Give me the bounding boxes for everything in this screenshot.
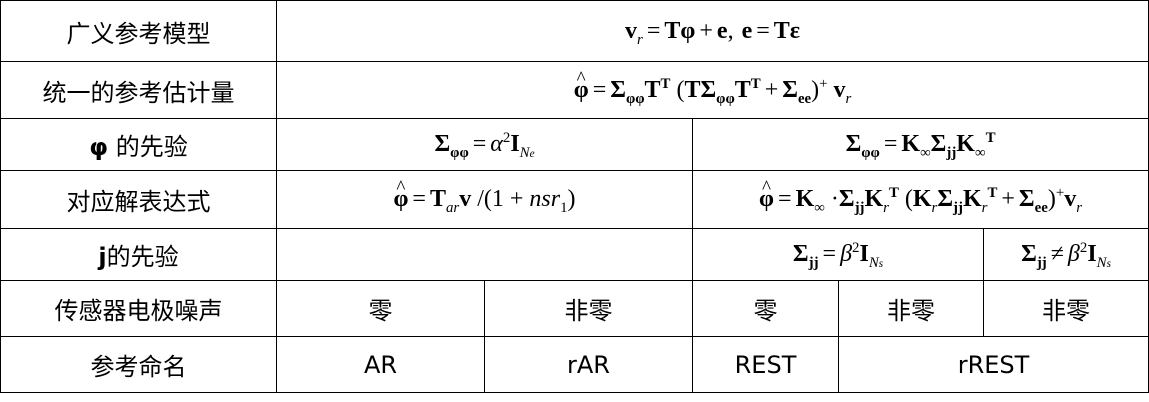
formula-j-prior-right: Σjj ≠ β2INs <box>982 228 1149 281</box>
row-j-prior: j的先验 Σjj = β2INs Σjj ≠ β2INs <box>0 228 1149 281</box>
reference-comparison-table: 广义参考模型 vr=Tφ+e,e=Tε 统一的参考估计量 φ=ΣφφTT (TΣ… <box>0 0 1149 393</box>
noise-cell-rrest-b: 非零 <box>982 280 1149 337</box>
name-cell-rest: REST <box>692 336 839 393</box>
noise-cell-rar: 非零 <box>484 280 693 337</box>
formula-expression-right: φ=K∞ ·ΣjjKrT (KrΣjjKrT+Σee)+vr <box>691 170 1149 229</box>
formula-phi-prior-right: Σφφ = K∞ΣjjK∞T <box>691 118 1149 171</box>
row-phi-prior: φ 的先验 Σφφ = α2INe Σφφ = K∞ΣjjK∞T <box>0 118 1149 171</box>
noise-cell-rrest-a: 非零 <box>838 280 984 337</box>
label-sensor-noise: 传感器电极噪声 <box>0 280 277 337</box>
row-sensor-noise: 传感器电极噪声 零 非零 零 非零 非零 <box>0 280 1149 337</box>
label-j-prior-text: 的先验 <box>106 243 179 271</box>
name-cell-rar: rAR <box>484 336 693 393</box>
label-phi-prior-text: 的先验 <box>108 133 188 161</box>
row-naming: 参考命名 AR rAR REST rREST <box>0 336 1149 393</box>
formula-phi-prior-left: Σφφ = α2INe <box>276 118 693 171</box>
row-unified-estimator: 统一的参考估计量 φ=ΣφφTT (TΣφφTT+Σee)+ vr <box>0 61 1149 119</box>
formula-unified-estimator: φ=ΣφφTT (TΣφφTT+Σee)+ vr <box>275 61 1149 119</box>
label-expression: 对应解表达式 <box>0 170 277 229</box>
formula-general-model: vr = Tφ + e, e = Tε <box>275 0 1149 62</box>
formula-expression-left: φ=Tarv /(1 + nsr1) <box>276 170 693 229</box>
label-j-prior: j的先验 <box>0 228 277 281</box>
phi-symbol: φ <box>89 133 109 161</box>
noise-cell-rest: 零 <box>692 280 839 337</box>
name-cell-rrest: rREST <box>837 336 1149 393</box>
name-cell-ar: AR <box>276 336 485 393</box>
formula-j-prior-mid: Σjj = β2INs <box>692 228 984 281</box>
label-general-model: 广义参考模型 <box>0 0 277 62</box>
row-general-model: 广义参考模型 vr = Tφ + e, e = Tε <box>0 0 1149 62</box>
label-unified-estimator: 统一的参考估计量 <box>0 61 277 119</box>
j-symbol: j <box>98 243 107 271</box>
noise-cell-ar: 零 <box>276 280 485 337</box>
label-phi-prior: φ 的先验 <box>0 118 277 171</box>
formula-j-prior-empty <box>276 228 693 281</box>
label-naming: 参考命名 <box>0 336 277 393</box>
row-expression: 对应解表达式 φ=Tarv /(1 + nsr1) φ=K∞ ·ΣjjKrT (… <box>0 170 1149 229</box>
